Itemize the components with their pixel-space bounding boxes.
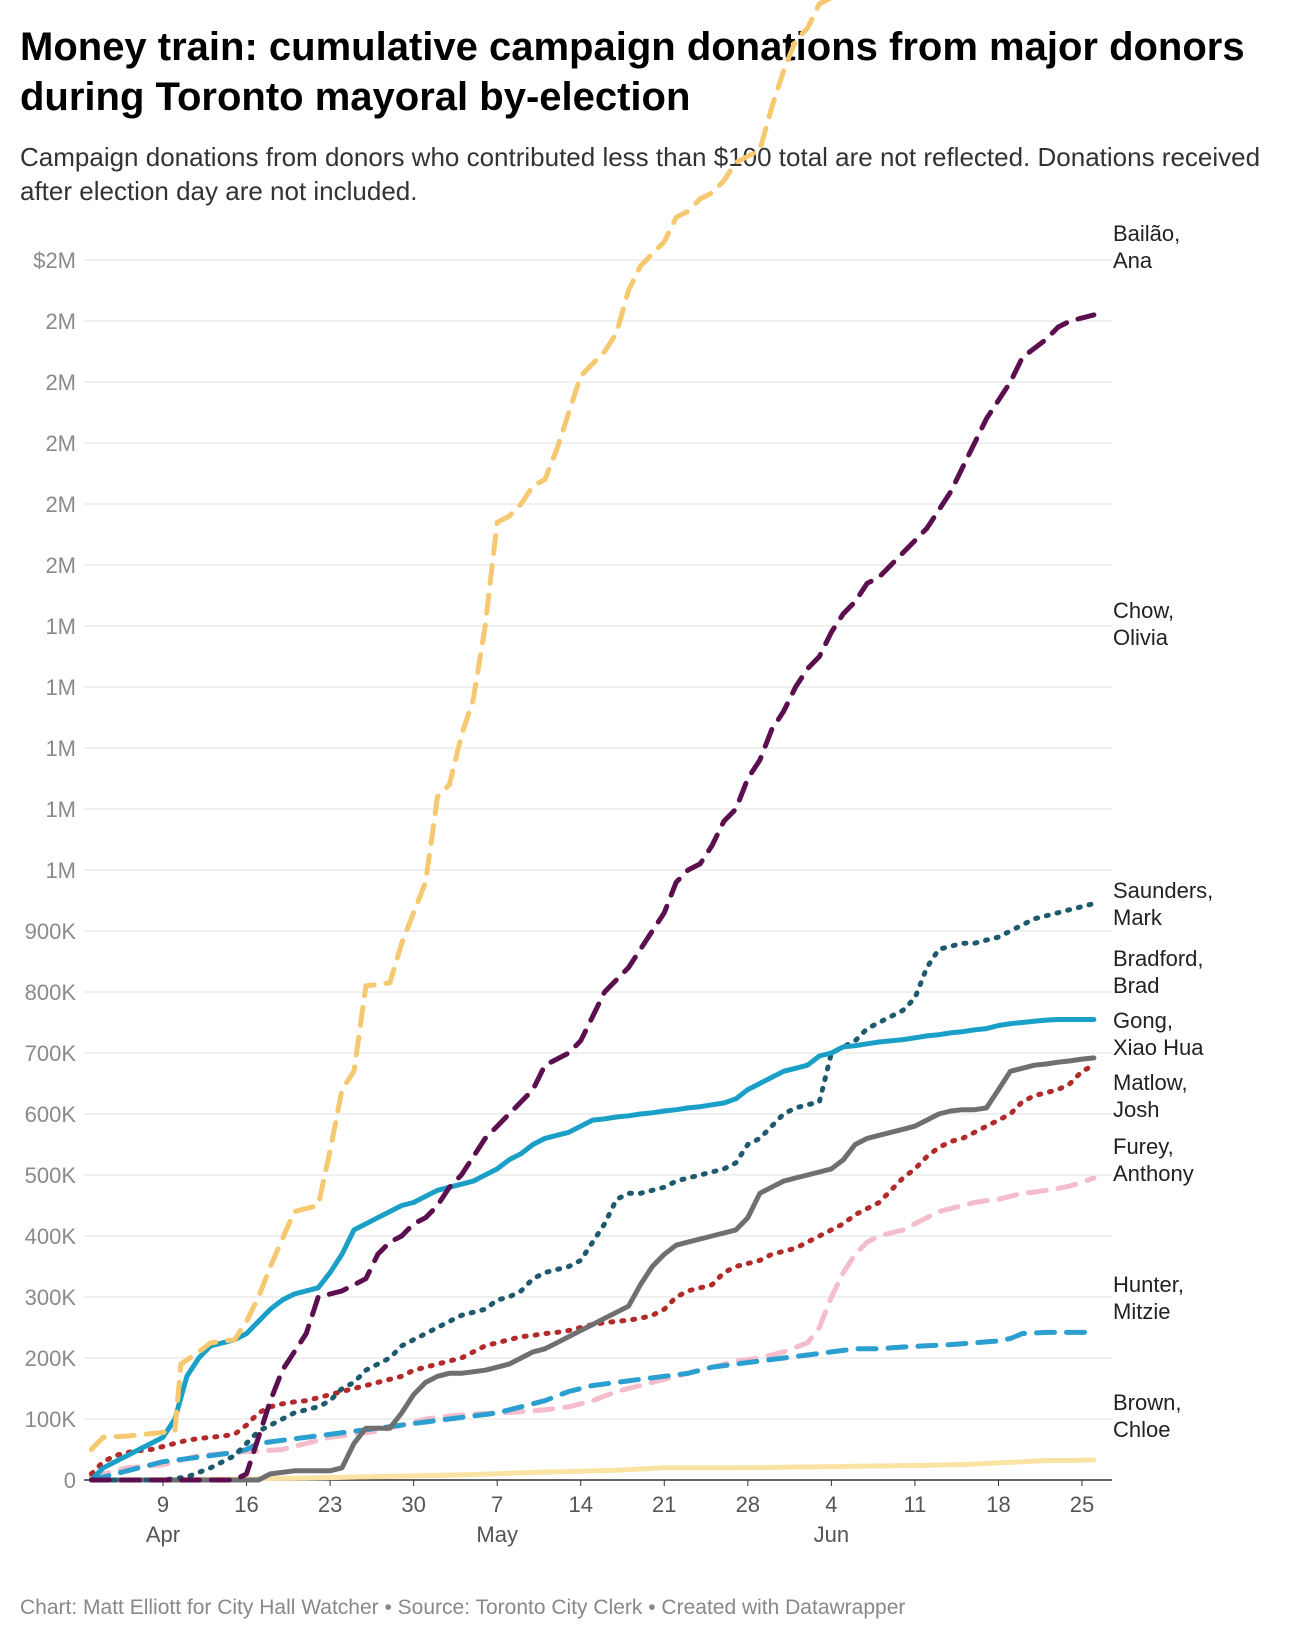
y-axis-ticks: 0 100K 200K 300K 400K 500K 600K 700K 800K 900K 1M 1… [25,248,77,1493]
y-tick-label: 0 [64,1468,76,1493]
x-month-label: Jun [814,1522,849,1547]
y-tick-label: 300K [25,1285,77,1310]
chart-footer: Chart: Matt Elliott for City Hall Watche… [20,1596,905,1620]
series-label: Gong, Xiao Hua [1113,1008,1204,1060]
y-tick-label: 100K [25,1407,77,1432]
series-label: Saunders, Mark [1113,878,1213,930]
x-tick-label: 16 [234,1492,258,1517]
series-label: Furey, Anthony [1113,1134,1194,1186]
y-tick-label: $2M [33,248,76,273]
series-labels: Bailão, Ana Chow, Olivia Saunders, Mark Bradfo… [1113,221,1213,1442]
y-tick-label: 600K [25,1102,77,1127]
chart-subtitle: Campaign donations from donors who contr… [20,142,1261,206]
footer-separator: • [642,1596,662,1619]
y-tick-label: 1M [45,736,76,761]
y-tick-label: 1M [45,675,76,700]
x-month-label: May [476,1522,518,1547]
series-lines [88,0,1097,1483]
x-tick-label: 7 [491,1492,503,1517]
x-tick-label: 21 [652,1492,676,1517]
series-line-furey-anthony [88,1175,1097,1480]
y-tick-label: 1M [45,614,76,639]
tool-credit: Created with Datawrapper [661,1596,906,1619]
chart-title: Money train: cumulative campaign donatio… [20,25,1245,119]
series-line-chow-olivia [88,312,1097,1483]
series-label: Bradford, Brad [1113,946,1204,998]
x-tick-label: 14 [568,1492,592,1517]
y-tick-label: 500K [25,1163,77,1188]
series-line-bradford-brad [88,1017,1097,1483]
y-tick-label: 1M [45,797,76,822]
series-label: Brown, Chloe [1113,1390,1181,1442]
y-tick-label: 700K [25,1041,77,1066]
series-line-hunter-mitzie [88,1329,1097,1483]
x-tick-label: 30 [401,1492,425,1517]
series-label: Chow, Olivia [1113,598,1174,650]
series-line-matlow-josh [88,1062,1097,1477]
y-tick-label: 2M [45,309,76,334]
x-month-label: Apr [146,1522,180,1547]
y-tick-label: 2M [45,431,76,456]
series-line-saunders-mark [88,901,1097,1483]
x-tick-label: 23 [318,1492,342,1517]
x-tick-label: 28 [736,1492,760,1517]
series-label: Matlow, Josh [1113,1070,1188,1122]
x-tick-label: 25 [1070,1492,1094,1517]
series-line-bail-o-ana [88,0,833,1452]
y-tick-label: 200K [25,1346,77,1371]
series-label: Bailão, Ana [1113,221,1180,273]
gridlines [84,259,1112,1481]
x-tick-label: 9 [157,1492,169,1517]
y-tick-label: 2M [45,553,76,578]
x-tick-label: 18 [986,1492,1010,1517]
x-tick-label: 11 [903,1492,926,1517]
y-tick-label: 1M [45,858,76,883]
series-label: Hunter, Mitzie [1113,1272,1184,1324]
y-tick-label: 2M [45,492,76,517]
series-line-brown-chloe [88,1457,1097,1483]
series-line-gong-xiao-hua [88,1055,1097,1483]
footer-separator: • [378,1596,398,1619]
x-tick-label: 4 [825,1492,837,1517]
y-tick-label: 900K [25,919,77,944]
y-tick-label: 800K [25,980,77,1005]
y-tick-label: 400K [25,1224,77,1249]
source-credit: Source: Toronto City Clerk [397,1596,643,1619]
x-axis-ticks: 9 Apr 16 23 30 7 May 14 21 28 4 Jun 11 18 25 [146,1480,1094,1547]
y-tick-label: 2M [45,370,76,395]
chart-credit: Chart: Matt Elliott for City Hall Watche… [20,1596,379,1619]
line-chart: 0 100K 200K 300K 400K 500K 600K 700K 800K 900K 1M 1… [25,0,1213,1547]
